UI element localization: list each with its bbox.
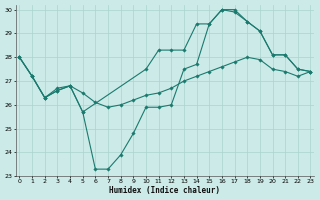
X-axis label: Humidex (Indice chaleur): Humidex (Indice chaleur) — [109, 186, 220, 195]
